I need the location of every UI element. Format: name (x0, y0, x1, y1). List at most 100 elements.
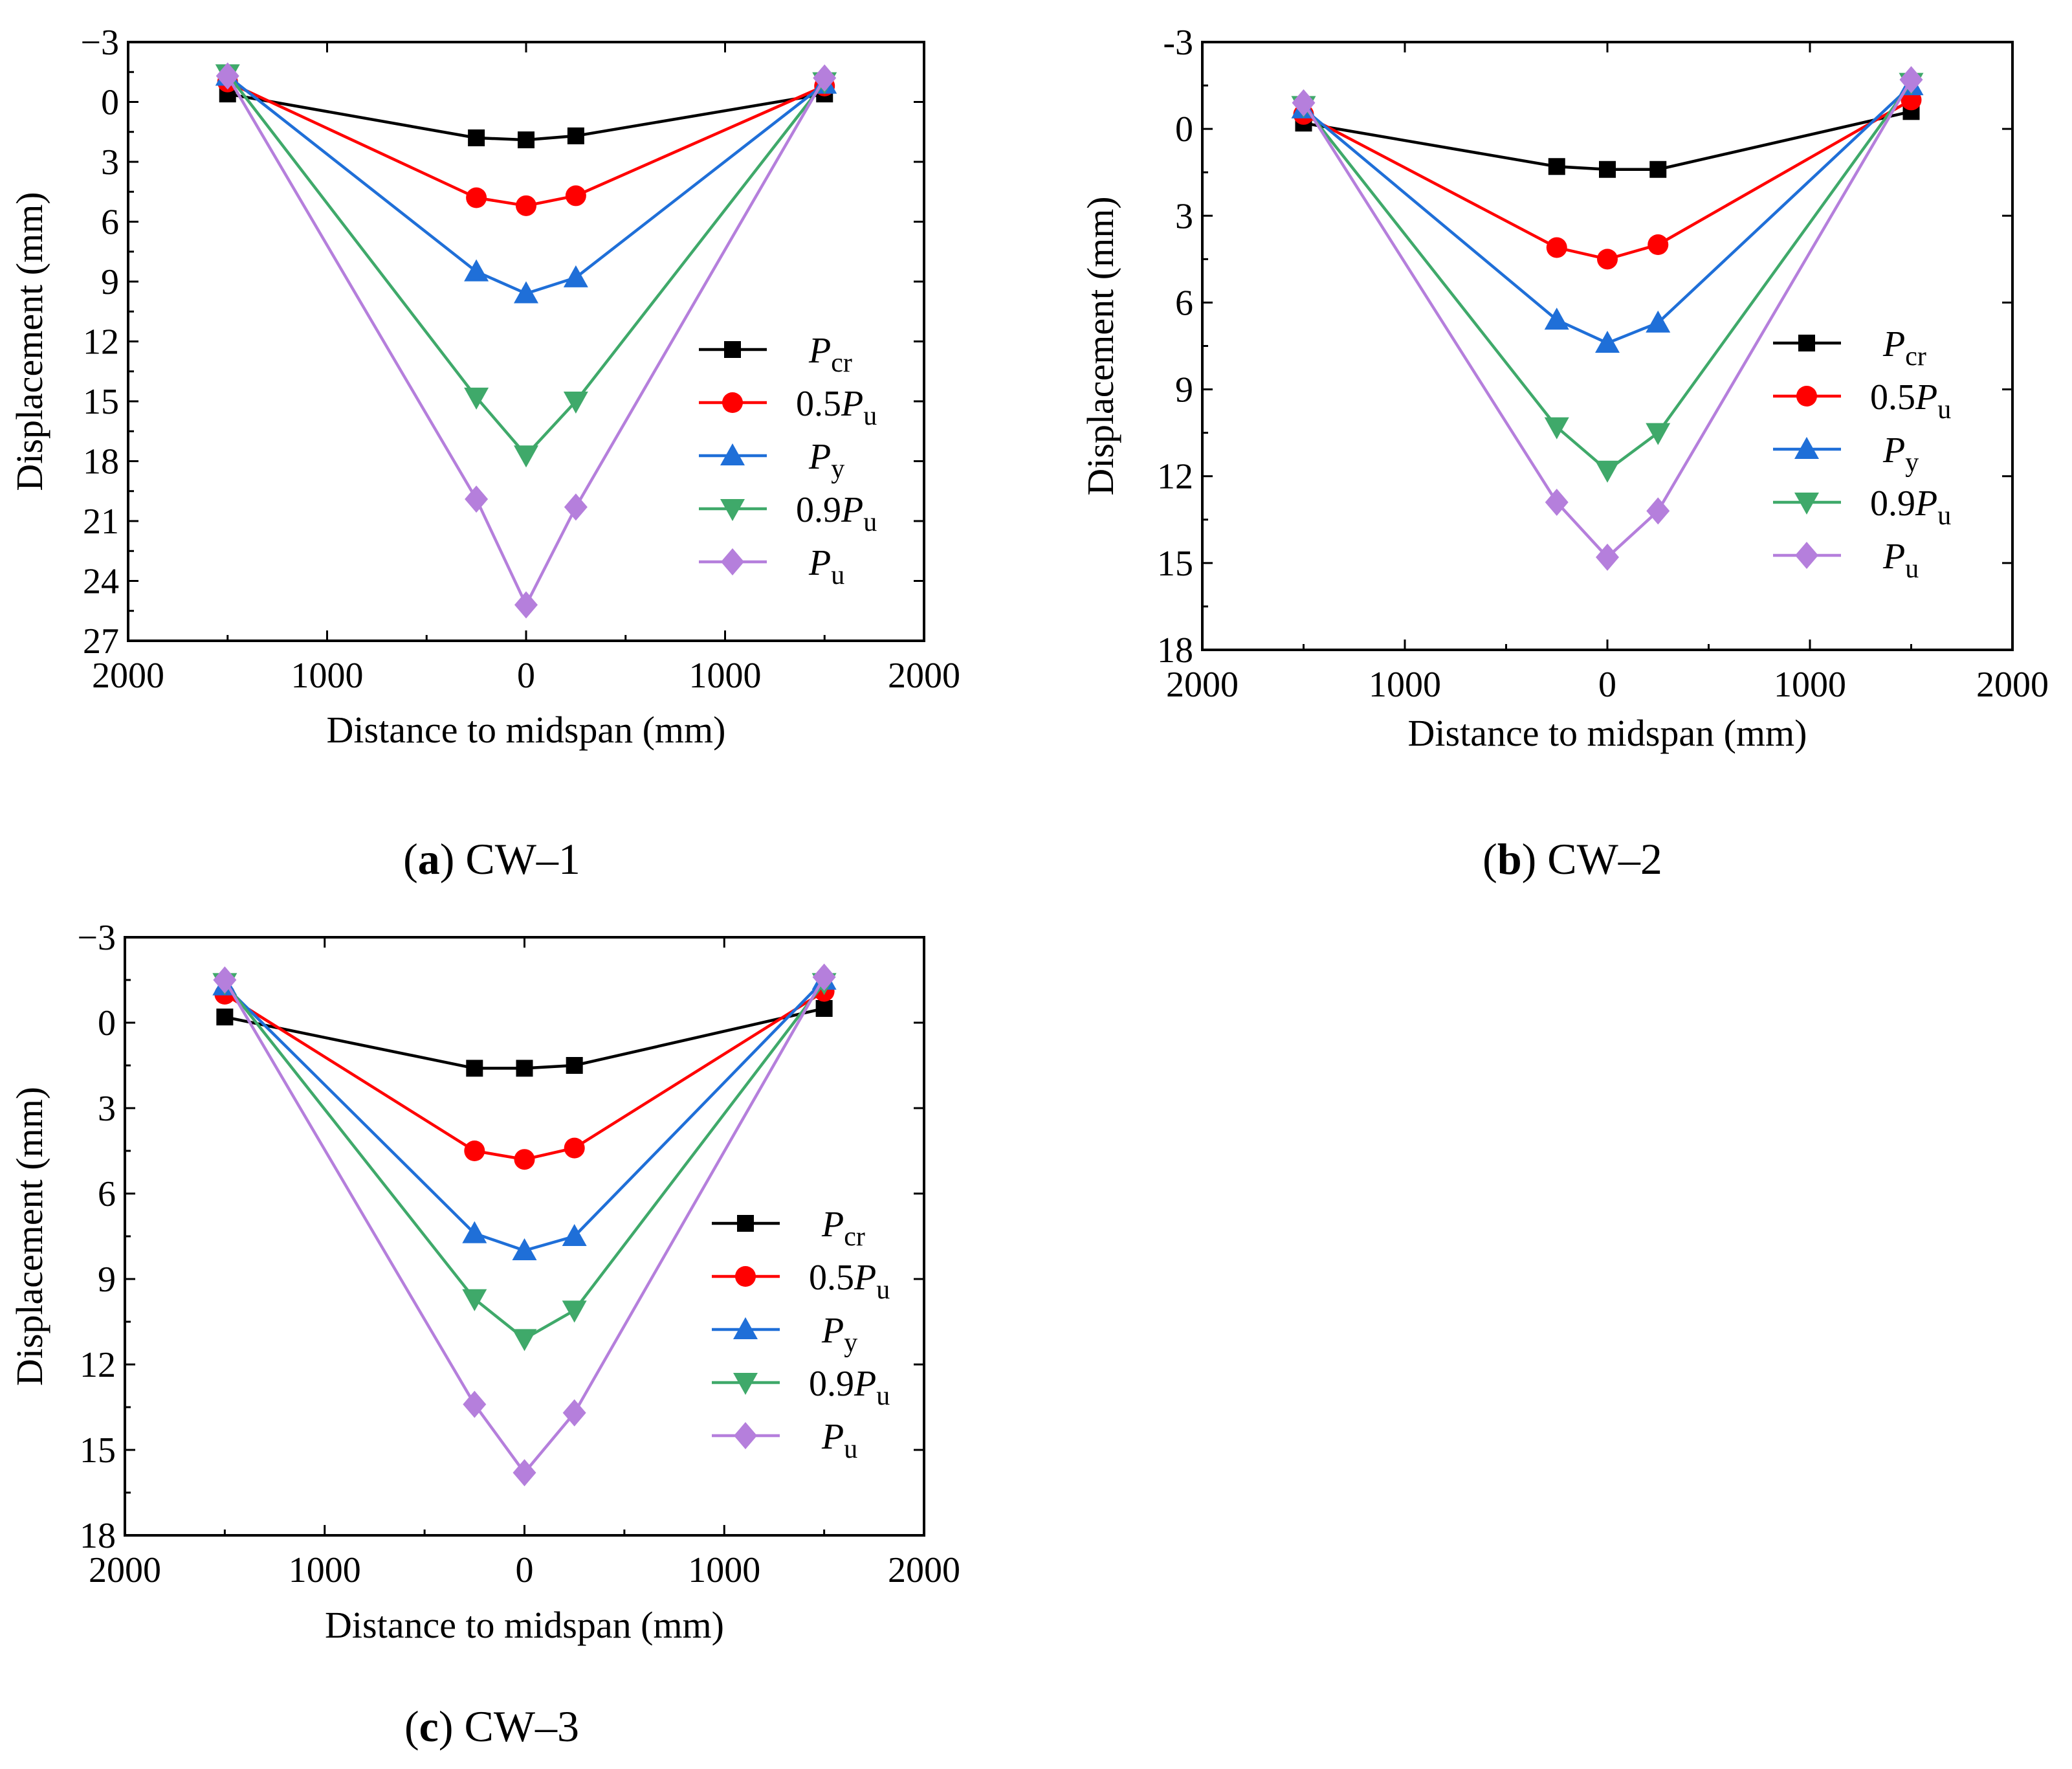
y-tick-label: 0 (1175, 109, 1193, 150)
data-point-pu-3 (1646, 497, 1670, 525)
caption-paren-open: ( (1482, 834, 1497, 884)
data-point-pu-2 (514, 591, 538, 619)
y-tick-label: 6 (1175, 283, 1193, 323)
x-axis-title: Distance to midspan (mm) (327, 709, 726, 751)
y-tick-label: 15 (80, 1430, 116, 1471)
y-tick-label: 27 (83, 621, 119, 662)
data-point-pcr-1 (468, 129, 485, 146)
y-tick-label: 24 (83, 562, 119, 602)
data-point-py-1 (1544, 307, 1569, 330)
caption-paren-open: ( (404, 1702, 419, 1751)
data-point-0p9pu-3 (562, 1300, 587, 1323)
x-tick-label: 1000 (289, 1550, 361, 1590)
data-point-0p9pu-3 (563, 392, 588, 414)
y-tick-label: 3 (101, 142, 119, 183)
data-point-0p5pu-3 (1648, 234, 1669, 255)
x-tick-label: 2000 (1976, 665, 2049, 705)
series-line-py (223, 979, 826, 1252)
legend-marker-pcr (724, 341, 741, 358)
legend-label-prefix: 0.9 (809, 1364, 854, 1404)
legend-marker-py (733, 1317, 758, 1339)
y-axis-title: Displacement (mm) (8, 1087, 50, 1386)
legend-label-main: P (1915, 377, 1937, 417)
caption-paren-close: ) (440, 834, 466, 884)
data-point-py-2 (1595, 331, 1620, 353)
legend-label-main: P (854, 1364, 876, 1404)
data-point-pu-2 (512, 1459, 536, 1487)
data-point-pu-4 (812, 963, 836, 991)
legend-marker-0p9pu (733, 1373, 758, 1395)
legend-label-0p5pu: 0.5Pu (1870, 377, 1951, 425)
y-tick-label: 15 (83, 382, 119, 422)
legend-marker-0p9pu (720, 499, 745, 521)
data-point-0p9pu-1 (464, 387, 489, 410)
legend-label-subscript: u (844, 1434, 857, 1464)
caption-text: CW–3 (464, 1702, 579, 1751)
legend-label-py: Py (821, 1311, 857, 1358)
data-point-py-2 (512, 1238, 537, 1260)
data-point-pcr-3 (566, 1057, 583, 1074)
data-point-pcr-3 (567, 127, 584, 144)
data-point-0p9pu-1 (462, 1289, 487, 1311)
legend-label-main: P (821, 1205, 844, 1245)
y-tick-label: −3 (80, 23, 119, 63)
x-axis-title: Distance to midspan (mm) (325, 1604, 724, 1646)
data-point-pu-4 (813, 64, 837, 92)
legend-label-subscript: u (876, 1275, 890, 1305)
caption-letter: c (419, 1702, 439, 1751)
data-point-pu-0 (215, 62, 239, 90)
data-point-pu-3 (562, 1399, 586, 1427)
legend-label-subscript: y (844, 1328, 857, 1358)
data-point-pcr-0 (216, 1008, 234, 1026)
legend-marker-pu (734, 1422, 757, 1449)
series-line-0p9pu (1302, 82, 1913, 473)
legend-marker-0p9pu (1794, 493, 1819, 515)
legend-label-main: P (841, 490, 863, 530)
data-point-py-1 (464, 259, 489, 282)
legend-label-pu: Pu (808, 543, 844, 590)
data-point-0p5pu-1 (466, 187, 487, 208)
legend-marker-py (720, 443, 745, 465)
x-tick-label: 2000 (1166, 665, 1239, 705)
y-tick-label: 18 (80, 1516, 116, 1556)
caption-letter: b (1497, 834, 1522, 884)
y-tick-label: 21 (83, 502, 119, 542)
legend-label-subscript: y (1905, 448, 1919, 478)
data-point-pu-2 (1596, 543, 1619, 571)
data-point-pu-0 (1292, 89, 1316, 117)
x-tick-label: 0 (516, 1550, 534, 1590)
y-tick-label: 0 (101, 83, 119, 123)
legend-marker-py (1794, 437, 1819, 459)
data-point-pcr-2 (1599, 161, 1616, 178)
series-line-py (1303, 84, 1913, 345)
y-tick-label: 12 (1157, 457, 1193, 497)
y-tick-label: 12 (83, 322, 119, 362)
data-point-0p5pu-2 (1597, 249, 1618, 270)
data-point-pu-1 (465, 485, 489, 513)
data-point-0p9pu-3 (1646, 423, 1671, 445)
data-point-pu-1 (1545, 488, 1569, 516)
data-point-pu-0 (213, 966, 237, 994)
legend-label-main: P (1915, 484, 1937, 524)
x-tick-label: 1000 (1774, 665, 1846, 705)
legend-label-subscript: u (876, 1381, 890, 1411)
data-point-pcr-3 (1649, 161, 1667, 178)
y-tick-label: 9 (101, 262, 119, 302)
data-point-py-3 (1646, 310, 1671, 333)
legend-label-py: Py (808, 437, 844, 484)
legend-marker-pcr (1798, 335, 1815, 351)
legend-label-0p5pu: 0.5Pu (809, 1258, 890, 1305)
legend-label-0p9pu: 0.9Pu (1870, 484, 1951, 531)
x-tick-label: 2000 (888, 1550, 960, 1590)
y-tick-label: 9 (1175, 370, 1193, 410)
legend-label-main: P (808, 543, 831, 583)
y-tick-label: -3 (1163, 23, 1193, 63)
legend-label-subscript: u (831, 561, 844, 590)
y-tick-label: 3 (1175, 196, 1193, 236)
data-point-pu-4 (1899, 66, 1923, 94)
data-point-0p5pu-2 (514, 1149, 535, 1170)
data-point-0p9pu-1 (1544, 417, 1569, 439)
legend-label-0p5pu: 0.5Pu (796, 384, 877, 431)
